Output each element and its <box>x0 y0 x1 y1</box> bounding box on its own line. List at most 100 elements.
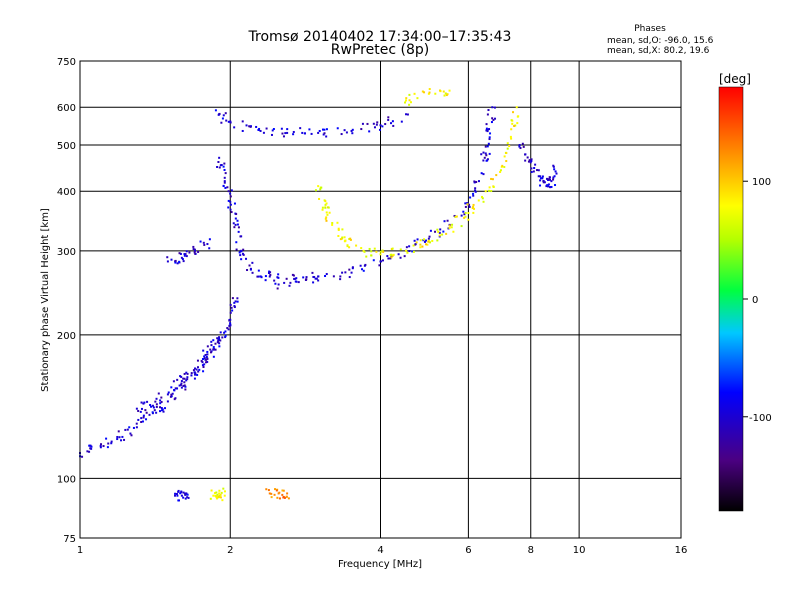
data-point <box>209 351 212 354</box>
data-point <box>183 372 186 375</box>
data-point <box>451 223 454 226</box>
data-point <box>185 379 188 382</box>
data-point <box>439 228 442 231</box>
data-point <box>381 259 384 262</box>
data-point <box>349 237 352 240</box>
data-point <box>482 200 485 203</box>
data-point <box>185 250 188 253</box>
data-point <box>225 119 228 122</box>
data-point <box>322 133 325 136</box>
data-point <box>514 124 517 127</box>
data-point <box>341 236 344 239</box>
data-point <box>412 244 415 247</box>
data-point <box>360 128 363 131</box>
data-point <box>503 165 506 168</box>
data-point <box>485 129 488 132</box>
data-point <box>375 123 378 126</box>
data-point <box>547 178 550 181</box>
data-point <box>155 405 158 408</box>
data-point <box>397 253 400 256</box>
data-point <box>227 206 230 209</box>
data-point <box>468 203 471 206</box>
data-point <box>554 170 557 173</box>
data-point <box>368 247 371 250</box>
data-point <box>140 421 143 424</box>
data-point <box>173 389 176 392</box>
data-point <box>215 491 218 494</box>
data-point <box>199 240 202 243</box>
data-point <box>230 306 233 309</box>
data-point <box>379 250 382 253</box>
data-point <box>220 121 223 124</box>
data-point <box>552 176 555 179</box>
data-point <box>236 300 239 303</box>
chart-subtitle: RwPretec (8p) <box>331 42 429 58</box>
colorbar-ticks: 100 0 -100 <box>743 177 772 424</box>
data-point <box>257 275 260 278</box>
data-point <box>176 494 179 497</box>
data-point <box>303 132 306 135</box>
data-point <box>480 153 483 156</box>
data-point <box>151 411 154 414</box>
data-point <box>416 97 419 100</box>
data-point <box>391 247 394 250</box>
data-point <box>317 275 320 278</box>
data-point <box>400 120 403 123</box>
data-point <box>237 230 240 233</box>
data-point <box>522 145 525 148</box>
data-point <box>542 180 545 183</box>
data-point <box>223 162 226 165</box>
data-point <box>372 259 375 262</box>
data-point <box>203 357 206 360</box>
data-point <box>438 231 441 234</box>
data-point <box>273 279 276 282</box>
data-point <box>229 318 232 321</box>
data-point <box>209 497 212 500</box>
data-point <box>221 117 224 120</box>
y-tick-label: 75 <box>63 534 76 545</box>
data-point <box>167 391 170 394</box>
data-point <box>392 253 395 256</box>
data-point <box>273 493 276 496</box>
data-point <box>178 260 181 263</box>
data-point <box>230 189 233 192</box>
colorbar: [deg] 100 0 -100 <box>718 72 772 512</box>
data-point <box>285 277 288 280</box>
data-point <box>186 496 189 499</box>
data-point <box>350 271 353 274</box>
data-point <box>159 399 162 402</box>
data-point <box>474 190 477 193</box>
data-point <box>295 277 298 280</box>
data-point <box>486 158 489 161</box>
data-point <box>180 380 183 383</box>
data-point <box>460 225 463 228</box>
data-point <box>506 147 509 150</box>
data-point <box>513 124 516 127</box>
data-point <box>212 348 215 351</box>
data-point <box>408 250 411 253</box>
x-tick-label: 1 <box>77 545 83 556</box>
data-point <box>166 400 169 403</box>
data-point <box>233 126 236 129</box>
data-point <box>524 159 527 162</box>
data-point <box>110 442 113 445</box>
data-point <box>384 123 387 126</box>
data-point <box>166 256 169 259</box>
data-point <box>218 166 221 169</box>
data-point <box>240 250 243 253</box>
data-point <box>182 384 185 387</box>
data-point <box>376 121 379 124</box>
data-point <box>214 342 217 345</box>
data-point <box>173 494 176 497</box>
data-point <box>419 246 422 249</box>
data-point <box>193 248 196 251</box>
data-point <box>546 185 549 188</box>
data-point <box>137 418 140 421</box>
data-point <box>515 106 518 109</box>
data-point <box>546 184 549 187</box>
data-point <box>166 393 169 396</box>
data-point <box>477 199 480 202</box>
data-point <box>331 223 334 226</box>
data-point <box>387 257 390 260</box>
data-point <box>409 101 412 104</box>
